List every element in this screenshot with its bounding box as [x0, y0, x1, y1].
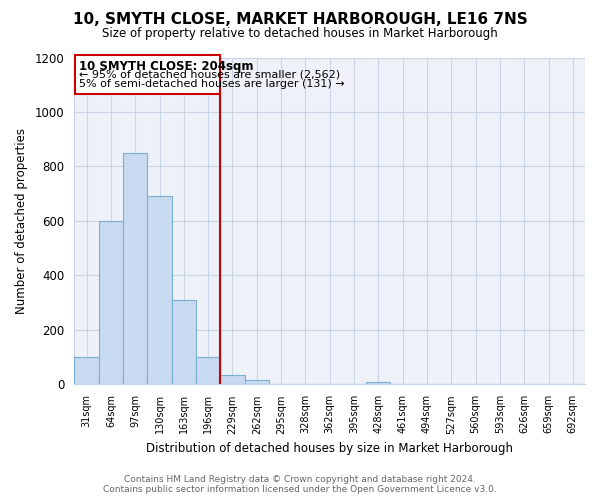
Bar — [74, 357, 99, 384]
Text: Contains HM Land Registry data © Crown copyright and database right 2024.
Contai: Contains HM Land Registry data © Crown c… — [103, 474, 497, 494]
Text: 10 SMYTH CLOSE: 204sqm: 10 SMYTH CLOSE: 204sqm — [79, 60, 253, 73]
Y-axis label: Number of detached properties: Number of detached properties — [15, 128, 28, 314]
Bar — [245, 380, 269, 384]
Bar — [148, 196, 172, 384]
Bar — [366, 382, 391, 384]
Bar — [196, 357, 220, 384]
Bar — [220, 375, 245, 384]
Text: Size of property relative to detached houses in Market Harborough: Size of property relative to detached ho… — [102, 28, 498, 40]
FancyBboxPatch shape — [75, 55, 220, 94]
Text: 5% of semi-detached houses are larger (131) →: 5% of semi-detached houses are larger (1… — [79, 80, 344, 90]
Bar — [123, 153, 148, 384]
Bar — [99, 221, 123, 384]
X-axis label: Distribution of detached houses by size in Market Harborough: Distribution of detached houses by size … — [146, 442, 513, 455]
Text: 10, SMYTH CLOSE, MARKET HARBOROUGH, LE16 7NS: 10, SMYTH CLOSE, MARKET HARBOROUGH, LE16… — [73, 12, 527, 28]
Text: ← 95% of detached houses are smaller (2,562): ← 95% of detached houses are smaller (2,… — [79, 70, 340, 80]
Bar — [172, 300, 196, 384]
